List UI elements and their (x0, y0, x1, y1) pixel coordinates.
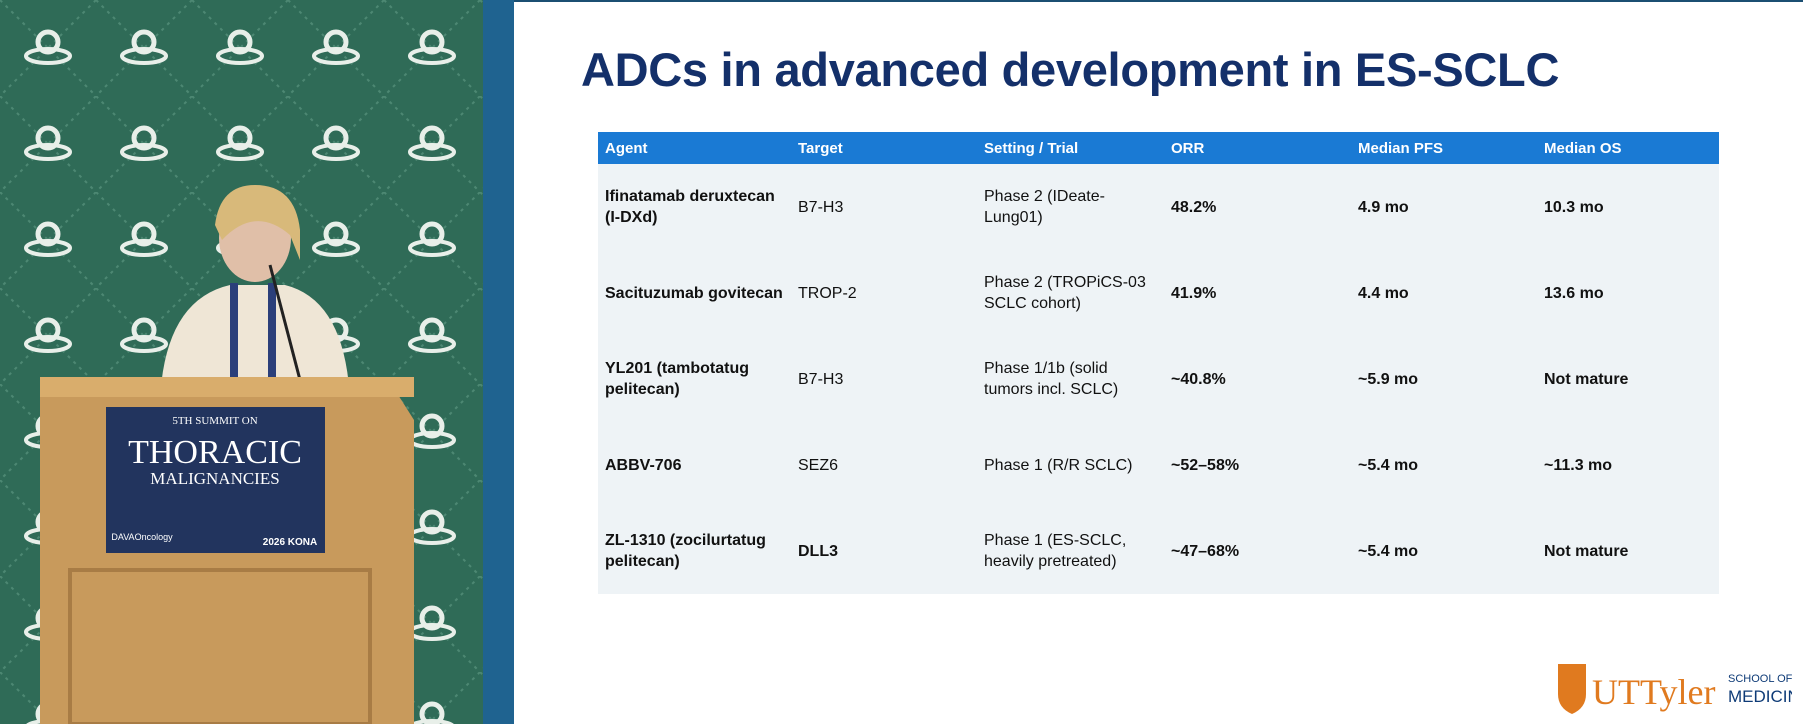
data-table: Agent Target Setting / Trial ORR Median PFS M… (598, 132, 1719, 594)
table-cell: ~52–58% (1164, 422, 1351, 508)
sign-text: 2026 KONA (263, 537, 317, 548)
table-cell: Phase 1 (ES-SCLC, heavily pretreated) (977, 508, 1164, 594)
table-cell: ~11.3 mo (1537, 422, 1719, 508)
column-header: Target (791, 132, 977, 164)
column-header: Setting / Trial (977, 132, 1164, 164)
table-cell: 4.4 mo (1351, 250, 1537, 336)
table-cell: ~47–68% (1164, 508, 1351, 594)
table-cell: 13.6 mo (1537, 250, 1719, 336)
logo-text: MEDICINE (1728, 687, 1792, 706)
sign-text: MALIGNANCIES (150, 469, 279, 488)
table-cell: YL201 (tambotatug pelitecan) (598, 336, 791, 422)
sign-text: THORACIC (128, 434, 302, 471)
table-cell: ZL-1310 (zocilurtatug pelitecan) (598, 508, 791, 594)
logo-text: SCHOOL OF (1728, 673, 1792, 685)
table-cell: B7-H3 (791, 336, 977, 422)
sign-text: 5TH SUMMIT ON (172, 415, 257, 427)
table-cell: Ifinatamab deruxtecan (I-DXd) (598, 164, 791, 250)
table-cell: SEZ6 (791, 422, 977, 508)
podium-sign (106, 407, 325, 553)
table-cell: TROP-2 (791, 250, 977, 336)
table-cell: DLL3 (791, 508, 977, 594)
table-cell: ABBV-706 (598, 422, 791, 508)
table-cell: ~5.9 mo (1351, 336, 1537, 422)
slide: ADCs in advanced development in ES-SCLC … (514, 2, 1803, 724)
column-header: Median OS (1537, 132, 1719, 164)
table-cell: 4.9 mo (1351, 164, 1537, 250)
table-cell: Phase 1 (R/R SCLC) (977, 422, 1164, 508)
sign-text: DAVAOncology (111, 532, 173, 542)
table-row: Sacituzumab govitecan TROP-2 Phase 2 (TROP… (598, 250, 1719, 336)
table-cell: ~40.8% (1164, 336, 1351, 422)
table-cell: ~5.4 mo (1351, 508, 1537, 594)
table-cell: Phase 2 (IDeate-Lung01) (977, 164, 1164, 250)
table-row: ZL-1310 (zocilurtatug pelitecan) DLL3 Phas… (598, 508, 1719, 594)
table-cell: Phase 2 (TROPiCS-03 SCLC cohort) (977, 250, 1164, 336)
slide-title: ADCs in advanced development in ES-SCLC (581, 43, 1560, 96)
table-row: YL201 (tambotatug pelitecan) B7-H3 Phase 1… (598, 336, 1719, 422)
logo-name: UTTyler (1592, 672, 1715, 712)
column-header: Agent (598, 132, 791, 164)
table-cell: Not mature (1537, 336, 1719, 422)
table-cell: B7-H3 (791, 164, 977, 250)
table-cell: ~5.4 mo (1351, 422, 1537, 508)
table-cell: 48.2% (1164, 164, 1351, 250)
table-cell: Sacituzumab govitecan (598, 250, 791, 336)
speaker-video: 5TH SUMMIT ON THORACIC MALIGNANCIES DAVA… (0, 0, 483, 724)
divider (483, 0, 514, 724)
table-row: ABBV-706 SEZ6 Phase 1 (R/R SCLC) ~52–58% ~5.… (598, 422, 1719, 508)
header-row: Agent Target Setting / Trial ORR Median PFS M… (598, 132, 1719, 164)
table-cell: Phase 1/1b (solid tumors incl. SCLC) (977, 336, 1164, 422)
speaker-body (160, 285, 350, 400)
logo: UTTyler SCHOOL OF MEDICINE (1558, 664, 1792, 714)
table-row: Ifinatamab deruxtecan (I-DXd) B7-H3 Phase … (598, 164, 1719, 250)
table-cell: 10.3 mo (1537, 164, 1719, 250)
table-cell: 41.9% (1164, 250, 1351, 336)
table-cell: Not mature (1537, 508, 1719, 594)
column-header: ORR (1164, 132, 1351, 164)
column-header: Median PFS (1351, 132, 1537, 164)
